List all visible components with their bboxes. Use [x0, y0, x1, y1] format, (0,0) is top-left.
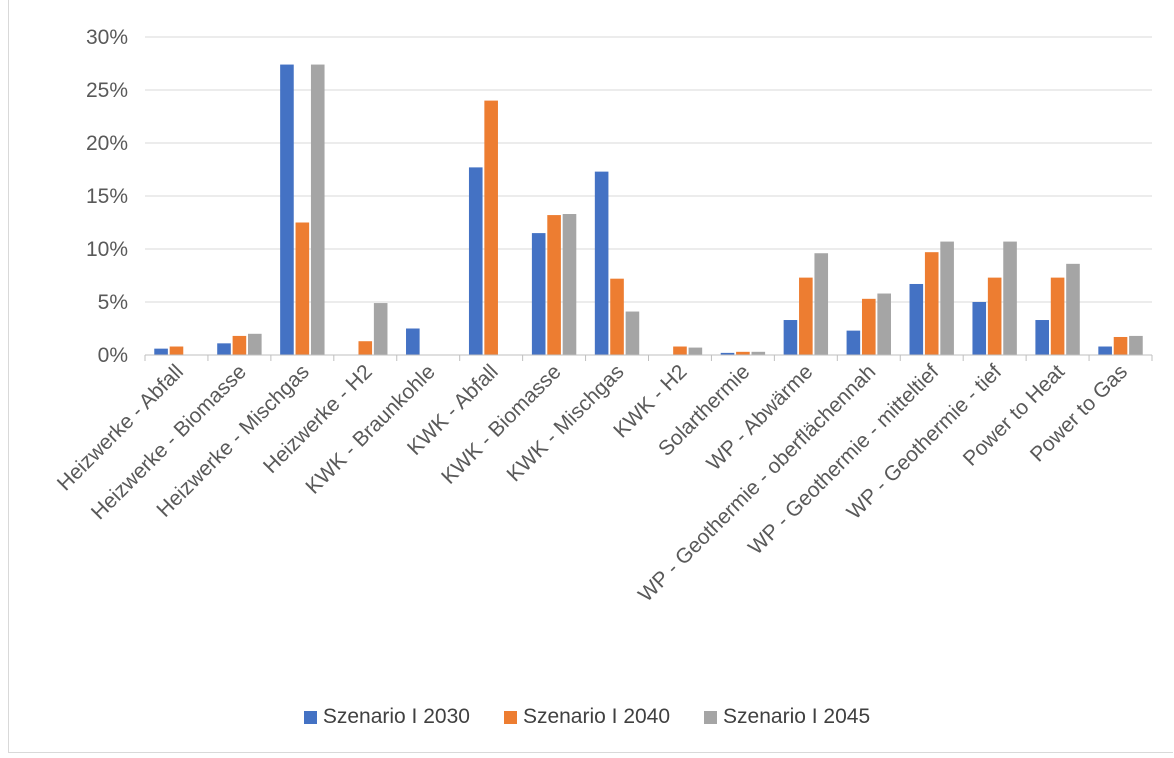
bar [783, 320, 798, 355]
bar [248, 333, 262, 355]
bar [484, 100, 498, 355]
legend-label: Szenario I 2045 [723, 705, 871, 728]
y-tick-label: 0% [98, 344, 128, 367]
bar [1129, 335, 1143, 355]
bar [406, 328, 420, 355]
bar-chart: 0% 5% 10% 15% 20% 25% 30% Heizwerke - AbfallHe… [53, 26, 1153, 607]
bar [217, 343, 231, 355]
y-axis-ticks: 0% 5% 10% 15% 20% 25% 30% [86, 26, 128, 367]
x-axis [144, 354, 1153, 361]
bar [1066, 263, 1080, 355]
bar [940, 241, 954, 355]
bar [358, 341, 373, 355]
category-label: KWK - Biomasse [437, 360, 565, 488]
bar [861, 298, 876, 355]
bar [673, 346, 687, 355]
bar [846, 330, 861, 355]
bar [594, 171, 609, 355]
bar [310, 64, 325, 355]
bar [154, 348, 168, 355]
bar [373, 303, 388, 355]
bar [295, 222, 310, 355]
chart-frame [8, 0, 1173, 753]
bar [720, 352, 735, 355]
bar [547, 215, 561, 355]
legend-item: Szenario I 2030 [303, 705, 470, 729]
bar [169, 346, 184, 355]
bar [1003, 241, 1017, 355]
y-tick-label: 20% [86, 132, 128, 155]
y-tick-label: 15% [86, 185, 128, 208]
bar [280, 64, 294, 355]
bar [468, 167, 483, 355]
bar [1113, 336, 1128, 355]
legend: Szenario I 2030 Szenario I 2040 Szenario I… [0, 705, 1174, 729]
bar [736, 351, 750, 355]
bar [1050, 277, 1065, 355]
bar [531, 233, 546, 355]
y-tick-label: 10% [86, 238, 128, 261]
bar [610, 278, 624, 355]
y-tick-label: 25% [86, 79, 128, 102]
legend-item: Szenario I 2040 [503, 705, 671, 729]
bar [232, 335, 247, 355]
bar [877, 293, 891, 355]
legend-swatch [503, 710, 517, 724]
legend-swatch [303, 710, 317, 724]
bar [924, 252, 939, 355]
bar [751, 351, 766, 355]
legend-label: Szenario I 2040 [522, 705, 671, 728]
bar [972, 302, 987, 355]
bar [987, 277, 1002, 355]
bar [688, 347, 703, 355]
bar [562, 214, 577, 355]
y-tick-label: 5% [98, 291, 128, 314]
bar [625, 311, 640, 355]
bar [909, 283, 924, 355]
legend-item: Szenario I 2045 [704, 705, 870, 729]
legend-swatch [704, 710, 718, 724]
legend-label: Szenario I 2030 [322, 705, 470, 728]
category-label: WP - Geothermie - oberflächennah [634, 360, 880, 606]
category-label: KWK - Mischgas [503, 360, 629, 486]
bar [1098, 346, 1112, 355]
y-tick-label: 30% [86, 26, 128, 49]
bars [154, 64, 1143, 355]
bar [799, 277, 813, 355]
category-label: Heizwerke - H2 [259, 360, 377, 478]
bar [814, 253, 829, 355]
bar [1035, 320, 1049, 355]
